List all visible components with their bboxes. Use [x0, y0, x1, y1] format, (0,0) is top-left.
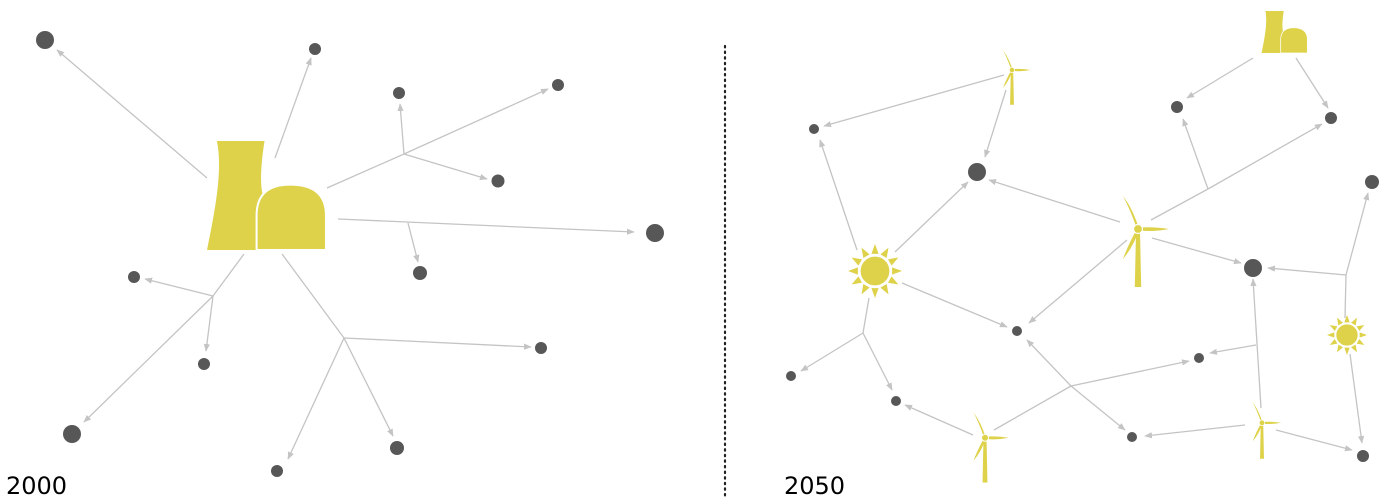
consumer-node-icon — [1127, 432, 1137, 442]
consumer-node-icon — [393, 87, 405, 99]
panel-2050-connections — [800, 57, 1370, 452]
panel-2000-consumer-nodes — [36, 31, 664, 477]
consumer-node-icon — [786, 371, 796, 381]
wind-turbine-icon — [972, 411, 1010, 483]
consumer-node-icon — [36, 31, 54, 49]
consumer-node-icon — [309, 43, 321, 55]
consumer-node-icon — [390, 441, 404, 455]
consumer-node-icon — [1244, 259, 1262, 277]
sun-icon — [847, 243, 903, 299]
panel-2050-generators — [847, 10, 1368, 483]
panel-2000-connections — [56, 49, 635, 460]
consumer-node-icon — [1325, 112, 1337, 124]
consumer-node-icon — [413, 266, 427, 280]
consumer-node-icon — [891, 396, 901, 406]
consumer-node-icon — [198, 358, 210, 370]
nuclear-power-plant-icon — [1261, 10, 1308, 54]
consumer-node-icon — [646, 224, 664, 242]
consumer-node-icon — [1194, 353, 1204, 363]
consumer-node-icon — [1357, 450, 1369, 462]
wind-turbine-icon — [1002, 49, 1031, 106]
consumer-node-icon — [1365, 175, 1379, 189]
year-label-right: 2050 — [784, 472, 846, 500]
consumer-node-icon — [128, 271, 140, 283]
nuclear-power-plant-icon — [206, 139, 327, 252]
consumer-node-icon — [1171, 101, 1183, 113]
year-label-left: 2000 — [6, 472, 68, 500]
sun-icon — [1326, 314, 1368, 356]
consumer-node-icon — [968, 163, 986, 181]
consumer-node-icon — [552, 79, 564, 91]
consumer-node-icon — [809, 124, 819, 134]
consumer-node-icon — [1012, 326, 1022, 336]
consumer-node-icon — [535, 342, 547, 354]
consumer-node-icon — [271, 465, 283, 477]
consumer-node-icon — [491, 174, 505, 188]
consumer-node-icon — [63, 425, 81, 443]
panel-2050-consumer-nodes — [786, 101, 1379, 462]
